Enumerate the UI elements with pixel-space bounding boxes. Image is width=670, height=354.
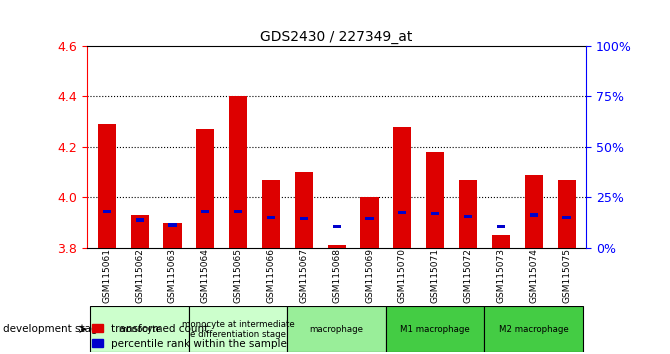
Text: GSM115068: GSM115068 — [332, 248, 341, 303]
Bar — [360, 197, 379, 248]
Bar — [557, 180, 576, 248]
Bar — [426, 152, 444, 248]
Text: GSM115067: GSM115067 — [299, 248, 308, 303]
Bar — [103, 210, 111, 213]
Bar — [386, 306, 484, 352]
Bar — [90, 306, 189, 352]
Bar — [168, 223, 176, 227]
Bar — [234, 210, 243, 213]
Text: GSM115075: GSM115075 — [562, 248, 571, 303]
Bar — [459, 180, 477, 248]
Text: GSM115062: GSM115062 — [135, 248, 144, 303]
Bar — [393, 127, 411, 248]
Text: GSM115066: GSM115066 — [267, 248, 275, 303]
Text: monocyte: monocyte — [118, 325, 161, 334]
Text: GSM115069: GSM115069 — [365, 248, 374, 303]
Text: development stage: development stage — [3, 324, 105, 334]
Text: monocyte at intermediate
e differentiation stage: monocyte at intermediate e differentiati… — [182, 320, 295, 339]
Title: GDS2430 / 227349_at: GDS2430 / 227349_at — [261, 30, 413, 44]
Bar — [365, 217, 374, 221]
Text: macrophage: macrophage — [310, 325, 364, 334]
Bar — [525, 175, 543, 248]
Text: GSM115074: GSM115074 — [529, 248, 538, 303]
Bar — [530, 213, 538, 217]
Text: GSM115072: GSM115072 — [464, 248, 472, 303]
Bar — [431, 212, 440, 215]
Bar — [135, 218, 143, 222]
Text: GSM115064: GSM115064 — [201, 248, 210, 303]
Bar — [398, 211, 407, 214]
Bar — [163, 223, 182, 248]
Text: GSM115070: GSM115070 — [398, 248, 407, 303]
Bar — [229, 96, 247, 248]
Bar — [328, 245, 346, 248]
Bar — [201, 210, 210, 213]
Bar — [563, 216, 571, 219]
Text: GSM115071: GSM115071 — [431, 248, 440, 303]
Bar — [295, 172, 313, 248]
Bar — [497, 225, 505, 228]
Bar — [189, 306, 287, 352]
Bar — [287, 306, 386, 352]
Text: M2 macrophage: M2 macrophage — [499, 325, 569, 334]
Text: GSM115073: GSM115073 — [496, 248, 505, 303]
Bar — [299, 217, 308, 221]
Bar — [267, 216, 275, 219]
Text: GSM115061: GSM115061 — [103, 248, 111, 303]
Bar — [484, 306, 583, 352]
Bar — [196, 129, 214, 248]
Text: GSM115065: GSM115065 — [234, 248, 243, 303]
Bar — [98, 124, 116, 248]
Text: GSM115063: GSM115063 — [168, 248, 177, 303]
Bar — [492, 235, 510, 248]
Bar — [332, 225, 341, 228]
Legend: transformed count, percentile rank within the sample: transformed count, percentile rank withi… — [92, 324, 287, 349]
Bar — [131, 215, 149, 248]
Text: M1 macrophage: M1 macrophage — [400, 325, 470, 334]
Bar — [262, 180, 280, 248]
Bar — [464, 215, 472, 218]
